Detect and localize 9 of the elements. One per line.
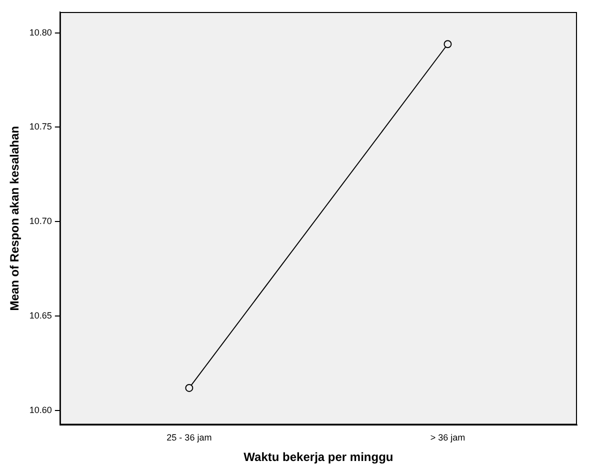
y-tick-label: 10.70	[29, 216, 52, 226]
x-tick-label: 25 - 36 jam	[166, 432, 212, 443]
y-tick-label: 10.80	[29, 27, 52, 38]
y-tick-label: 10.60	[29, 405, 52, 416]
x-tick-label: > 36 jam	[430, 432, 466, 443]
y-tick-label: 10.65	[29, 310, 52, 321]
x-axis-title: Waktu bekerja per minggu	[244, 450, 394, 464]
y-tick-label: 10.75	[29, 122, 52, 132]
y-axis-title: Mean of Respon akan kesalahan	[8, 126, 22, 311]
